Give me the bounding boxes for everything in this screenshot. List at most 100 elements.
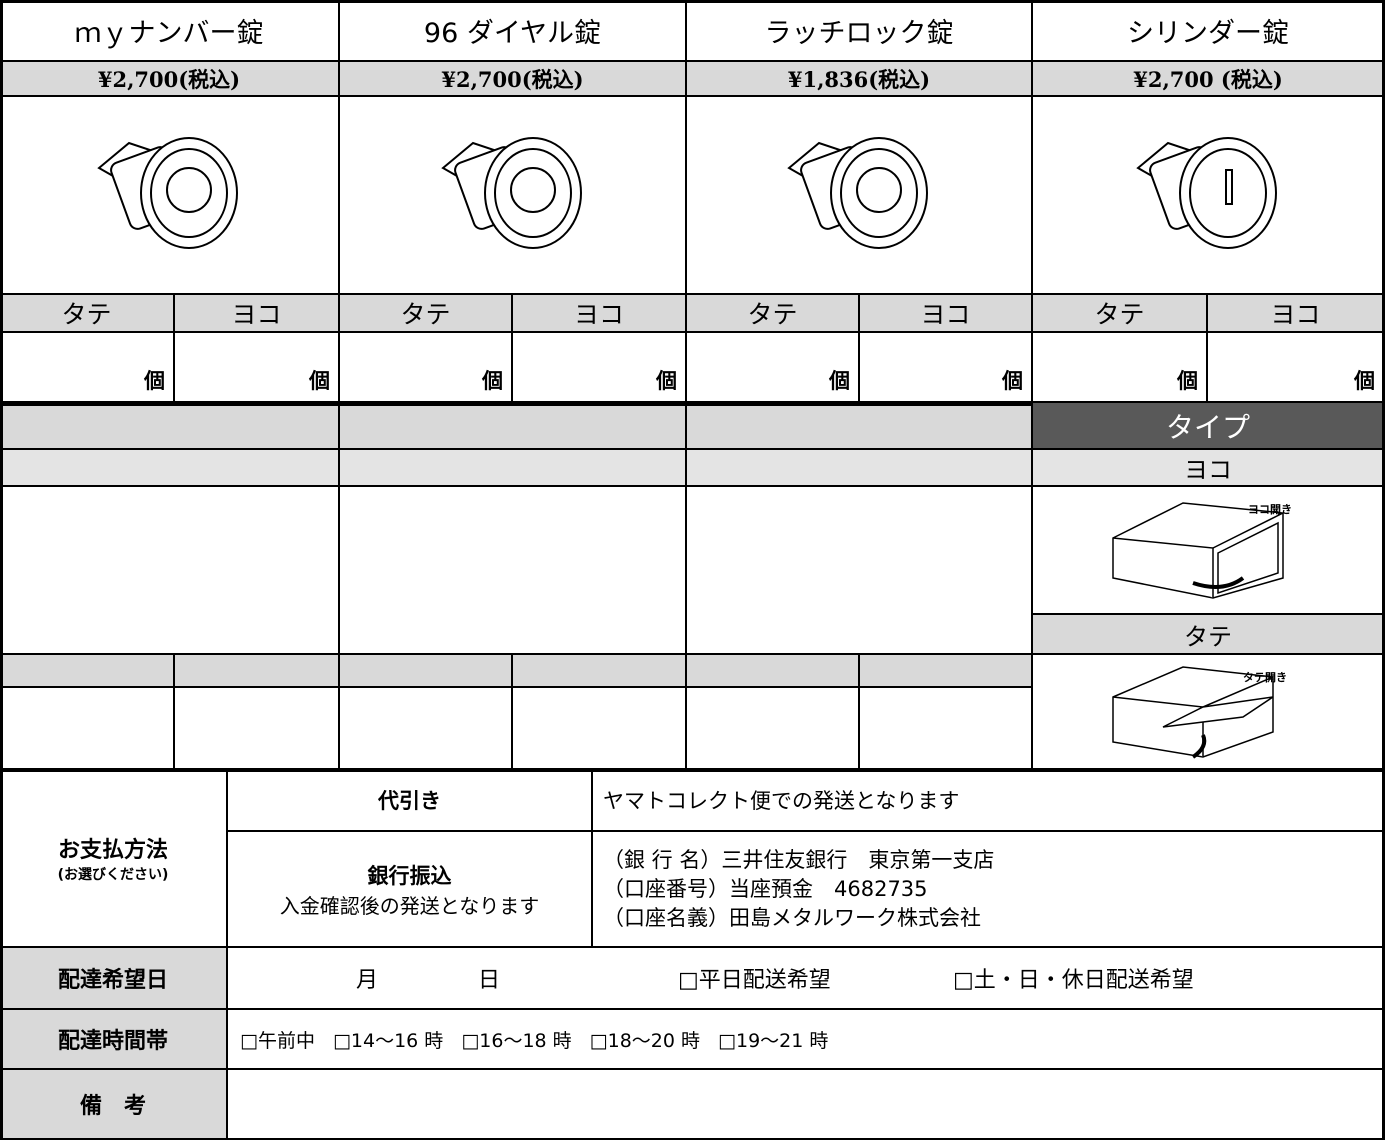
product-name-cell: 96 ダイヤル錠 bbox=[340, 0, 687, 62]
orientation-cell: ヨコ bbox=[860, 295, 1033, 333]
product-name-cell: ラッチロック錠 bbox=[687, 0, 1033, 62]
time-option: □午前中 bbox=[240, 1029, 315, 1052]
type-image-cell: タテ開き bbox=[1033, 655, 1385, 770]
method-name: 代引き bbox=[378, 789, 441, 813]
blank-gray-cell bbox=[340, 655, 513, 688]
time-option: □19～21 時 bbox=[718, 1029, 829, 1052]
illustration bbox=[1093, 493, 1323, 607]
orientation-label: ヨコ bbox=[231, 300, 282, 329]
image-cell bbox=[687, 97, 1033, 295]
unit: 個 bbox=[656, 369, 677, 393]
type-label: タテ bbox=[1184, 622, 1232, 651]
type-caption: ヨコ開き bbox=[1248, 503, 1292, 516]
delivery-date-item: □土・日・休日配送希望 bbox=[953, 968, 1194, 993]
frame-line bbox=[0, 768, 1385, 772]
illustration-svg bbox=[1112, 502, 1284, 599]
method-description: ヤマトコレクト便での発送となります bbox=[603, 789, 960, 813]
orientation-label: ヨコ bbox=[920, 300, 971, 329]
illustration-svg bbox=[97, 137, 238, 249]
image-cell bbox=[1033, 97, 1385, 295]
price-cell: ¥1,836(税込) bbox=[687, 62, 1033, 97]
blank-gray-cell bbox=[687, 450, 1033, 487]
type-image-cell: ヨコ開き bbox=[1033, 487, 1385, 615]
row-label-cell: 配達時間帯 bbox=[0, 1010, 228, 1070]
quantity-cell: 個 bbox=[860, 333, 1033, 403]
unit: 個 bbox=[829, 369, 850, 393]
blank-gray-cell bbox=[0, 655, 175, 688]
orientation-cell: ヨコ bbox=[513, 295, 687, 333]
bank-info: （口座番号）当座預金 4682735 bbox=[603, 876, 928, 901]
blank-cell bbox=[0, 688, 175, 770]
unit: 個 bbox=[144, 369, 165, 393]
type-label: ヨコ bbox=[1184, 456, 1232, 484]
row-label: 備 考 bbox=[79, 1094, 146, 1119]
unit: 個 bbox=[1177, 369, 1198, 393]
orientation-label: タテ bbox=[400, 300, 451, 329]
type-label-cell: タテ bbox=[1033, 615, 1385, 655]
orientation-cell: タテ bbox=[340, 295, 513, 333]
product-name-cell: ｍｙナンバー錠 bbox=[0, 0, 340, 62]
blank-gray-cell bbox=[687, 655, 860, 688]
blank-gray-cell bbox=[687, 403, 1033, 450]
orientation-cell: タテ bbox=[1033, 295, 1208, 333]
blank-cell bbox=[513, 688, 687, 770]
illustration-svg bbox=[440, 137, 582, 249]
type-caption: タテ開き bbox=[1243, 671, 1287, 684]
orientation-cell: ヨコ bbox=[1208, 295, 1385, 333]
bank-info: （口座名義）田島メタルワーク株式会社 bbox=[603, 905, 981, 930]
unit: 個 bbox=[309, 369, 330, 393]
price-cell: ¥2,700 (税込) bbox=[1033, 62, 1385, 97]
method-description-cell: （銀 行 名）三井住友銀行 東京第一支店 （口座番号）当座預金 4682735 （口… bbox=[593, 832, 1385, 948]
time-option: □16～18 時 bbox=[461, 1029, 572, 1052]
blank-cell bbox=[340, 688, 513, 770]
frame-line bbox=[0, 0, 3, 1140]
orientation-label: タテ bbox=[61, 300, 112, 329]
blank-gray-cell bbox=[340, 450, 687, 487]
blank-gray-cell bbox=[513, 655, 687, 688]
bank-info: （銀 行 名）三井住友銀行 東京第一支店 bbox=[603, 847, 995, 872]
product-name: ｍｙナンバー錠 bbox=[74, 17, 264, 49]
illustration bbox=[749, 98, 969, 292]
payment-label: お支払方法 bbox=[57, 838, 168, 863]
blank-gray-cell bbox=[175, 655, 340, 688]
illustration bbox=[1098, 98, 1318, 292]
quantity-cell: 個 bbox=[513, 333, 687, 403]
orientation-cell: タテ bbox=[687, 295, 860, 333]
orientation-label: ヨコ bbox=[1270, 300, 1321, 329]
unit: 個 bbox=[1354, 369, 1375, 393]
blank-cell bbox=[687, 688, 860, 770]
payment-note: (お選びください) bbox=[57, 867, 169, 883]
method-description-cell: ヤマトコレクト便での発送となります bbox=[593, 770, 1385, 832]
product-price: ¥1,836(税込) bbox=[787, 66, 931, 92]
quantity-cell: 個 bbox=[0, 333, 175, 403]
illustration bbox=[403, 98, 623, 292]
product-name: ラッチロック錠 bbox=[764, 17, 954, 49]
illustration-svg bbox=[787, 137, 928, 249]
blank-cell bbox=[687, 487, 1033, 655]
orientation-label: タテ bbox=[747, 300, 798, 329]
orientation-cell: タテ bbox=[0, 295, 175, 333]
delivery-date-item: 日 bbox=[478, 968, 501, 993]
time-option: □18～20 時 bbox=[589, 1029, 701, 1052]
method-name: 銀行振込 bbox=[367, 863, 452, 888]
illustration bbox=[59, 98, 279, 292]
product-price: ¥2,700 (税込) bbox=[1133, 66, 1283, 92]
quantity-cell: 個 bbox=[687, 333, 860, 403]
illustration-svg bbox=[1112, 666, 1274, 759]
delivery-date-item: □平日配送希望 bbox=[678, 968, 831, 993]
orientation-cell: ヨコ bbox=[175, 295, 340, 333]
time-option: □14～16 時 bbox=[332, 1029, 444, 1052]
method-note: 入金確認後の発送となります bbox=[279, 893, 540, 918]
product-name-cell: シリンダー錠 bbox=[1033, 0, 1385, 62]
blank-cell bbox=[0, 487, 340, 655]
row-label-cell: 備 考 bbox=[0, 1070, 228, 1140]
orientation-label: タテ bbox=[1094, 300, 1145, 329]
delivery-date-cell: 月 日 □平日配送希望 □土・日・休日配送希望 bbox=[228, 948, 1385, 1010]
remarks-cell bbox=[228, 1070, 1385, 1140]
quantity-cell: 個 bbox=[175, 333, 340, 403]
frame-line bbox=[0, 0, 1385, 3]
blank-cell bbox=[175, 688, 340, 770]
row-label-cell: 配達希望日 bbox=[0, 948, 228, 1010]
product-price: ¥2,700(税込) bbox=[441, 66, 584, 92]
